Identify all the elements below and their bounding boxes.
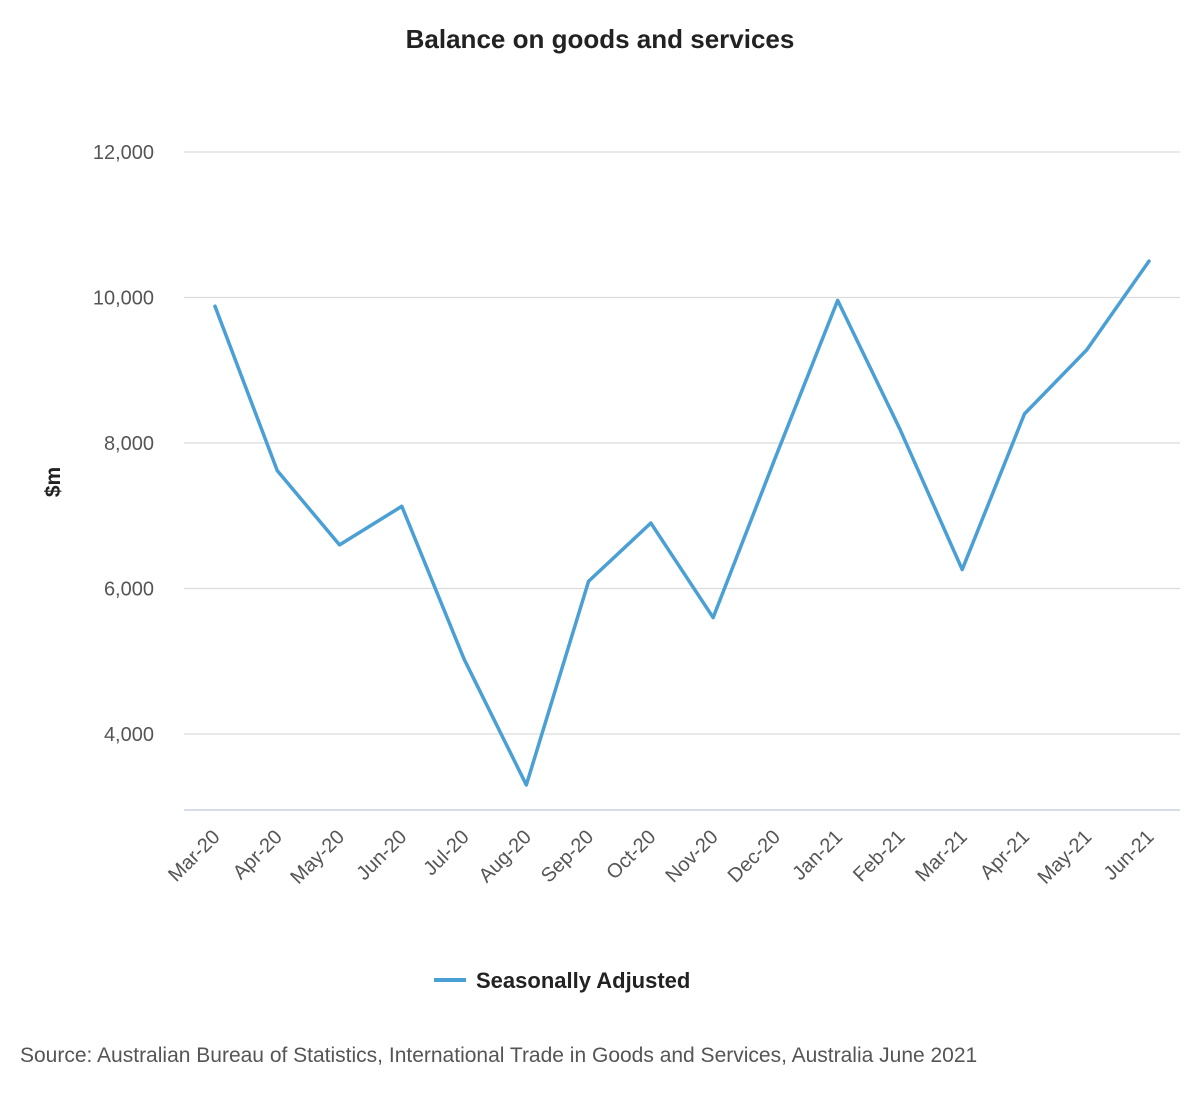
data-point [960,568,964,572]
x-tick-label: Apr-20 [229,826,287,884]
x-tick-label: Jul-20 [420,826,474,880]
data-point [1085,348,1089,352]
x-tick-label: May-21 [1034,826,1097,889]
data-point [1147,259,1151,263]
series-line [213,259,1151,787]
gridlines [184,151,1180,735]
data-point [213,304,217,308]
x-tick-label: Jun-20 [353,826,412,885]
x-tick-label: Feb-21 [849,826,909,886]
data-point [400,504,404,508]
y-tick-label: 10,000 [93,288,154,310]
data-point [338,543,342,547]
data-point [711,616,715,620]
data-point [587,579,591,583]
y-axis-label: $m [42,467,65,497]
data-point [462,657,466,661]
y-tick-label: 12,000 [93,142,154,164]
legend-label: Seasonally Adjusted [476,968,690,993]
x-axis-ticks: Mar-20 Apr-20 May-20 Jun-20 Jul-20 Aug-20 Sep-… [164,826,1158,889]
x-tick-label: Oct-20 [602,826,660,884]
x-tick-label: Mar-21 [911,826,971,886]
data-point [275,469,279,473]
x-tick-label: Mar-20 [164,826,224,886]
data-point [898,427,902,431]
y-tick-label: 4,000 [104,724,154,746]
x-tick-label: May-20 [286,826,349,889]
x-tick-label: Dec-20 [724,826,785,887]
y-tick-label: 8,000 [104,433,154,455]
data-point [836,298,840,302]
data-point [649,521,653,525]
legend: Seasonally Adjusted [434,968,690,993]
y-tick-label: 6,000 [104,579,154,601]
data-point [773,456,777,460]
x-tick-label: Nov-20 [662,826,723,887]
data-point [1022,412,1026,416]
x-tick-label: Aug-20 [475,826,536,887]
x-tick-label: Apr-21 [976,826,1034,884]
x-tick-label: Jan-21 [788,826,847,885]
chart-title: Balance on goods and services [406,24,795,54]
series-lines [213,259,1151,787]
x-tick-label: Sep-20 [537,826,598,887]
x-tick-label: Jun-21 [1100,826,1159,885]
data-point [524,783,528,787]
y-axis-ticks: 4,000 6,000 8,000 10,000 12,000 [93,142,154,746]
source-note: Source: Australian Bureau of Statistics,… [20,1044,977,1067]
